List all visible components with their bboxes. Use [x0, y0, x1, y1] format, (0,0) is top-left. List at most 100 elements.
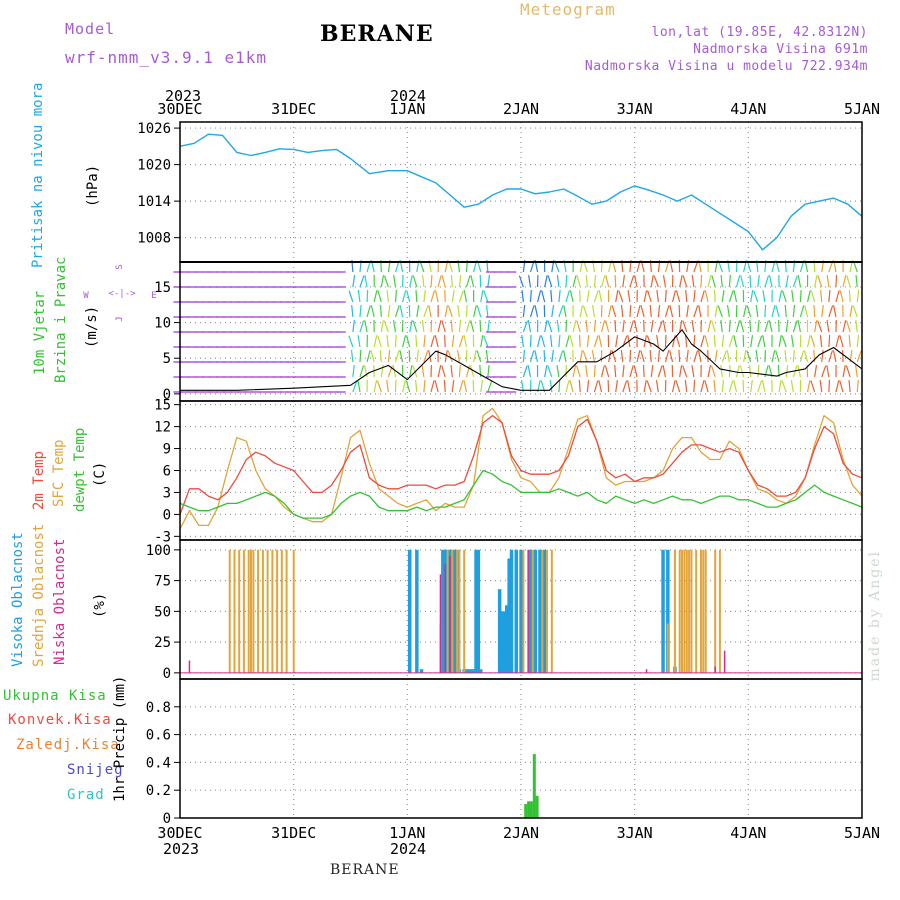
product-title: Meteogram — [520, 0, 616, 19]
wind-barb — [563, 350, 567, 363]
wind-barb — [810, 335, 816, 348]
wind-barb — [778, 319, 780, 333]
wind-barb — [778, 290, 783, 303]
wind-barb — [721, 335, 725, 348]
wind-barb — [458, 364, 461, 378]
wind-barb — [743, 350, 747, 363]
cloud-mid-bar — [690, 549, 693, 673]
wind-barb — [775, 350, 780, 363]
y-tick-label: 15 — [154, 398, 171, 414]
wind-barb — [352, 275, 356, 288]
cloud-high-bar — [514, 549, 518, 673]
wind-barb — [558, 305, 564, 318]
wind-barb — [409, 365, 413, 378]
wind-barb — [650, 320, 654, 333]
wind-barb — [394, 334, 397, 348]
top-tick-label: 31DEC — [271, 100, 316, 118]
wind-barb — [775, 305, 780, 318]
legend-hail: Grad — [67, 787, 105, 803]
wind-barb — [784, 304, 787, 318]
wind-barb — [373, 380, 378, 393]
wind-barb — [845, 365, 851, 378]
wind-barb — [578, 379, 581, 393]
wind-barb — [458, 275, 462, 288]
wind-barb — [607, 379, 610, 393]
wind-barb — [399, 305, 404, 318]
wind-barb — [768, 320, 773, 333]
cloud-mid-bar — [257, 549, 260, 673]
wind-label-2: Brzina i Pravac — [53, 257, 69, 383]
wind-barb — [434, 335, 439, 348]
wind-barb — [394, 305, 400, 318]
wind-barb — [614, 319, 617, 333]
wind-barb — [791, 335, 794, 348]
cloud-low-bar — [714, 666, 716, 673]
wind-barb — [434, 380, 439, 393]
wind-barb — [450, 274, 453, 288]
cloud-high-bar — [509, 549, 514, 673]
wind-barb — [585, 365, 588, 378]
y-tick-label: 0 — [163, 666, 171, 682]
y-tick-label: 12 — [154, 420, 171, 436]
pressure-label: Pritisak na nivou mora — [30, 83, 46, 268]
wind-barb — [842, 365, 846, 378]
wind-barb — [629, 349, 632, 363]
cloud-high-bar — [441, 549, 445, 673]
wind-barb — [486, 305, 489, 318]
wind-barb — [757, 335, 763, 348]
wind-barb — [679, 275, 683, 288]
wind-barb — [720, 320, 723, 333]
wind-barb — [450, 365, 453, 378]
wind-barb — [529, 289, 532, 303]
wind-barb — [406, 290, 411, 303]
wind-barb — [576, 320, 581, 333]
cloud-mid-bar — [685, 549, 688, 673]
wind-barb — [693, 350, 699, 363]
wind-barb — [804, 305, 809, 318]
wind-barb — [366, 305, 371, 318]
wind-barb — [415, 380, 418, 393]
cloud-high-bar — [519, 549, 523, 673]
wind-barb — [620, 350, 624, 363]
wind-barb — [444, 350, 448, 363]
wind-barb — [480, 290, 484, 303]
compass-south: J — [115, 316, 125, 321]
wind-barb — [458, 319, 462, 333]
wind-barb — [622, 320, 625, 333]
wind-barb — [707, 275, 712, 288]
temp-dewpt-line — [179, 469, 863, 519]
wind-barb — [363, 365, 368, 378]
wind-barb — [534, 350, 539, 363]
y-tick-label: 0.2 — [146, 783, 171, 799]
wind-barb — [579, 350, 583, 363]
wind-barb — [380, 275, 385, 288]
wind-barb — [458, 380, 464, 393]
cloud-high-bar — [502, 611, 507, 673]
wind-barb — [592, 305, 596, 318]
y-tick-label: 100 — [146, 543, 171, 559]
cloud-mid-bar — [228, 549, 231, 673]
y-tick-label: -3 — [154, 529, 171, 545]
wind-barb — [476, 305, 482, 318]
wind-barb — [764, 304, 767, 318]
wind-barb — [714, 305, 718, 318]
wind-barb — [558, 350, 564, 363]
wind-barb — [536, 335, 541, 348]
wind-barb — [611, 305, 617, 318]
cloud-unit: (%) — [92, 593, 108, 618]
cloud-mid-bar — [522, 549, 525, 673]
cloud-mid-bar — [250, 549, 252, 673]
wind-barb — [415, 334, 418, 348]
wind-barb — [848, 334, 851, 348]
wind-barb — [810, 290, 816, 303]
wind-barb — [394, 350, 400, 363]
wind-barb — [465, 304, 468, 318]
wind-barb — [682, 275, 688, 288]
wind-barb — [423, 379, 426, 393]
wind-label-1: 10m Vjetar — [32, 291, 48, 375]
wind-barb — [569, 290, 574, 303]
wind-barb — [423, 350, 429, 363]
wind-barb — [457, 305, 461, 318]
wind-barb — [402, 335, 407, 348]
